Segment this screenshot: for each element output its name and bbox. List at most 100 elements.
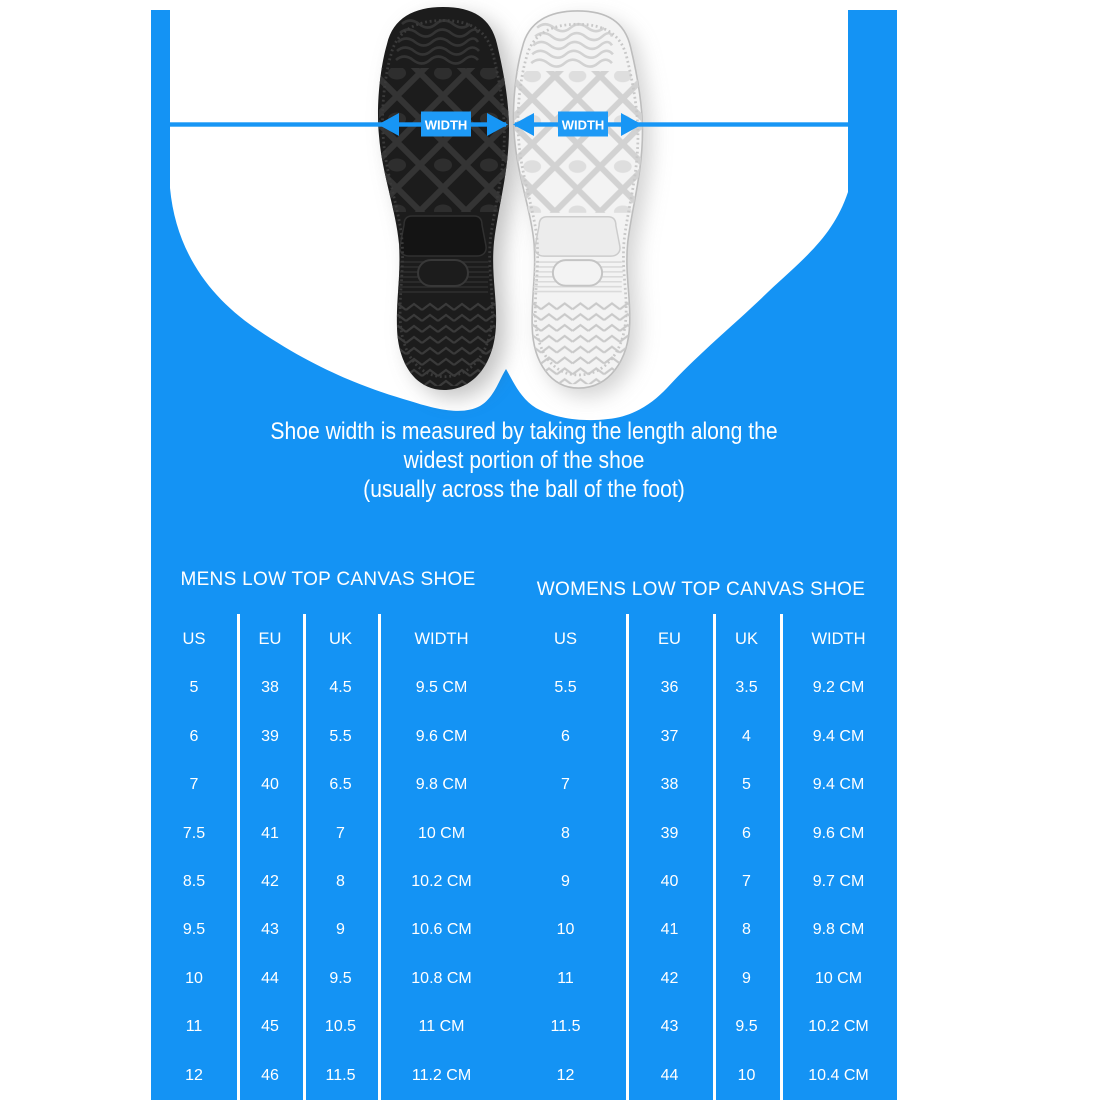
table-cell: 7 bbox=[189, 776, 199, 794]
dimension-line-right bbox=[515, 122, 848, 127]
sole-rim-stitching bbox=[516, 22, 640, 377]
table-cell: 11.2 CM bbox=[411, 1066, 472, 1084]
sole-tread bbox=[514, 22, 643, 385]
column-header: US bbox=[554, 629, 577, 648]
column-header: US bbox=[182, 629, 206, 648]
table-cell: 6.5 bbox=[329, 776, 352, 794]
arrowhead-right-icon bbox=[621, 113, 642, 136]
table-cell: 9.2 CM bbox=[812, 679, 865, 697]
table-cell: 11.5 bbox=[325, 1066, 356, 1084]
heel-pill bbox=[417, 259, 469, 287]
diamond-tread bbox=[379, 68, 509, 212]
table-cell: 9.8 CM bbox=[812, 921, 865, 939]
table-cell: 6 bbox=[189, 727, 199, 745]
description-line: widest portion of the shoe bbox=[403, 447, 645, 474]
table-cell: 9 bbox=[742, 969, 751, 987]
table-cell: 9.4 CM bbox=[812, 727, 865, 745]
table-cell: 43 bbox=[660, 1018, 679, 1036]
midfoot-patch bbox=[534, 216, 621, 257]
table-cell: 5 bbox=[742, 776, 751, 794]
column-separator bbox=[626, 614, 629, 1100]
white-sole-illustration bbox=[512, 10, 644, 389]
width-measurement-overlay: WIDTH WIDTH bbox=[170, 111, 848, 137]
blue-splash-background bbox=[151, 10, 897, 620]
midfoot-patch bbox=[399, 215, 487, 257]
table-cell: 8.5 bbox=[182, 872, 206, 890]
description-line: Shoe width is measured by taking the len… bbox=[270, 418, 778, 445]
table-cell: 41 bbox=[261, 824, 279, 842]
table-cell: 11 bbox=[185, 1018, 203, 1036]
table-cell: 42 bbox=[660, 969, 679, 987]
table-cell: 40 bbox=[660, 872, 679, 890]
table-cell: 9.7 CM bbox=[812, 872, 865, 890]
width-label: WIDTH bbox=[425, 118, 468, 133]
table-cell: 7 bbox=[561, 776, 570, 794]
column-separator bbox=[780, 614, 783, 1100]
table-cell: 5.5 bbox=[554, 679, 577, 697]
table-cell: 9.8 CM bbox=[415, 776, 468, 794]
column-separator bbox=[237, 614, 240, 1100]
description-line: (usually across the ball of the foot) bbox=[363, 476, 685, 503]
table-cell: 8 bbox=[336, 872, 345, 890]
table-cell: 10.2 CM bbox=[808, 1018, 869, 1036]
column-header: WIDTH bbox=[414, 629, 469, 648]
column-header: EU bbox=[658, 629, 681, 648]
column-header: UK bbox=[735, 629, 758, 648]
table-cell: 39 bbox=[660, 824, 679, 842]
table-cell: 8 bbox=[561, 824, 570, 842]
table-cell: 44 bbox=[660, 1066, 679, 1084]
column-separator bbox=[378, 614, 381, 1100]
table-cell: 9.6 CM bbox=[415, 727, 468, 745]
column-header: EU bbox=[258, 629, 282, 648]
table-cell: 7 bbox=[742, 872, 751, 890]
table-cell: 42 bbox=[261, 872, 279, 890]
table-cell: 10.8 CM bbox=[411, 969, 472, 987]
table-cell: 3.5 bbox=[735, 679, 758, 697]
width-label-box bbox=[558, 111, 608, 137]
table-cell: 6 bbox=[742, 824, 751, 842]
table-cell: 6 bbox=[561, 727, 570, 745]
table-cell: 12 bbox=[185, 1066, 203, 1084]
diamond-tread bbox=[514, 71, 643, 213]
sole-rim-stitching bbox=[381, 19, 506, 379]
table-cell: 10 bbox=[556, 921, 575, 939]
width-label-box bbox=[421, 111, 471, 137]
table-cell: 46 bbox=[261, 1066, 279, 1084]
table-cell: 9 bbox=[336, 921, 345, 939]
table-cell: 41 bbox=[660, 921, 679, 939]
table-cell: 44 bbox=[261, 969, 279, 987]
dimension-line-left bbox=[170, 122, 506, 127]
table-cell: 40 bbox=[261, 776, 279, 794]
sole-tread bbox=[379, 19, 509, 386]
table-cell: 9.5 bbox=[735, 1018, 758, 1036]
heel-pill bbox=[551, 259, 604, 287]
table-cell: 10.4 CM bbox=[808, 1066, 869, 1084]
table-cell: 36 bbox=[660, 679, 679, 697]
table-cell: 10 bbox=[185, 969, 203, 987]
arrowhead-left-icon bbox=[378, 113, 399, 136]
table-cell: 10.5 bbox=[324, 1018, 357, 1036]
table-cell: 39 bbox=[261, 727, 279, 745]
table-cell: 38 bbox=[660, 776, 679, 794]
column-separator bbox=[303, 614, 306, 1100]
table-cell: 37 bbox=[660, 727, 679, 745]
table-cell: 9 bbox=[561, 872, 570, 890]
black-sole-illustration bbox=[377, 7, 509, 390]
arrowhead-left-icon bbox=[513, 113, 534, 136]
size-table: US EU UK WIDTH US EU UK WIDTH 5 38 4.5 9… bbox=[151, 614, 897, 1100]
table-cell: 10 bbox=[737, 1066, 756, 1084]
arrowhead-right-icon bbox=[487, 113, 508, 136]
table-cell: 10.2 CM bbox=[411, 872, 472, 890]
womens-table-title: WOMENS LOW TOP CANVAS SHOE bbox=[536, 579, 866, 600]
column-separator bbox=[713, 614, 716, 1100]
description-text: Shoe width is measured by taking the len… bbox=[195, 417, 853, 504]
width-label: WIDTH bbox=[562, 118, 605, 133]
table-cell: 9.5 bbox=[329, 969, 352, 987]
toe-wave-tread bbox=[530, 22, 614, 68]
table-cell: 38 bbox=[261, 679, 279, 697]
table-cell: 11 bbox=[557, 969, 574, 987]
table-cell: 7.5 bbox=[182, 824, 206, 842]
table-cell: 12 bbox=[556, 1066, 575, 1084]
table-cell: 45 bbox=[261, 1018, 279, 1036]
splash-shape bbox=[151, 10, 897, 620]
